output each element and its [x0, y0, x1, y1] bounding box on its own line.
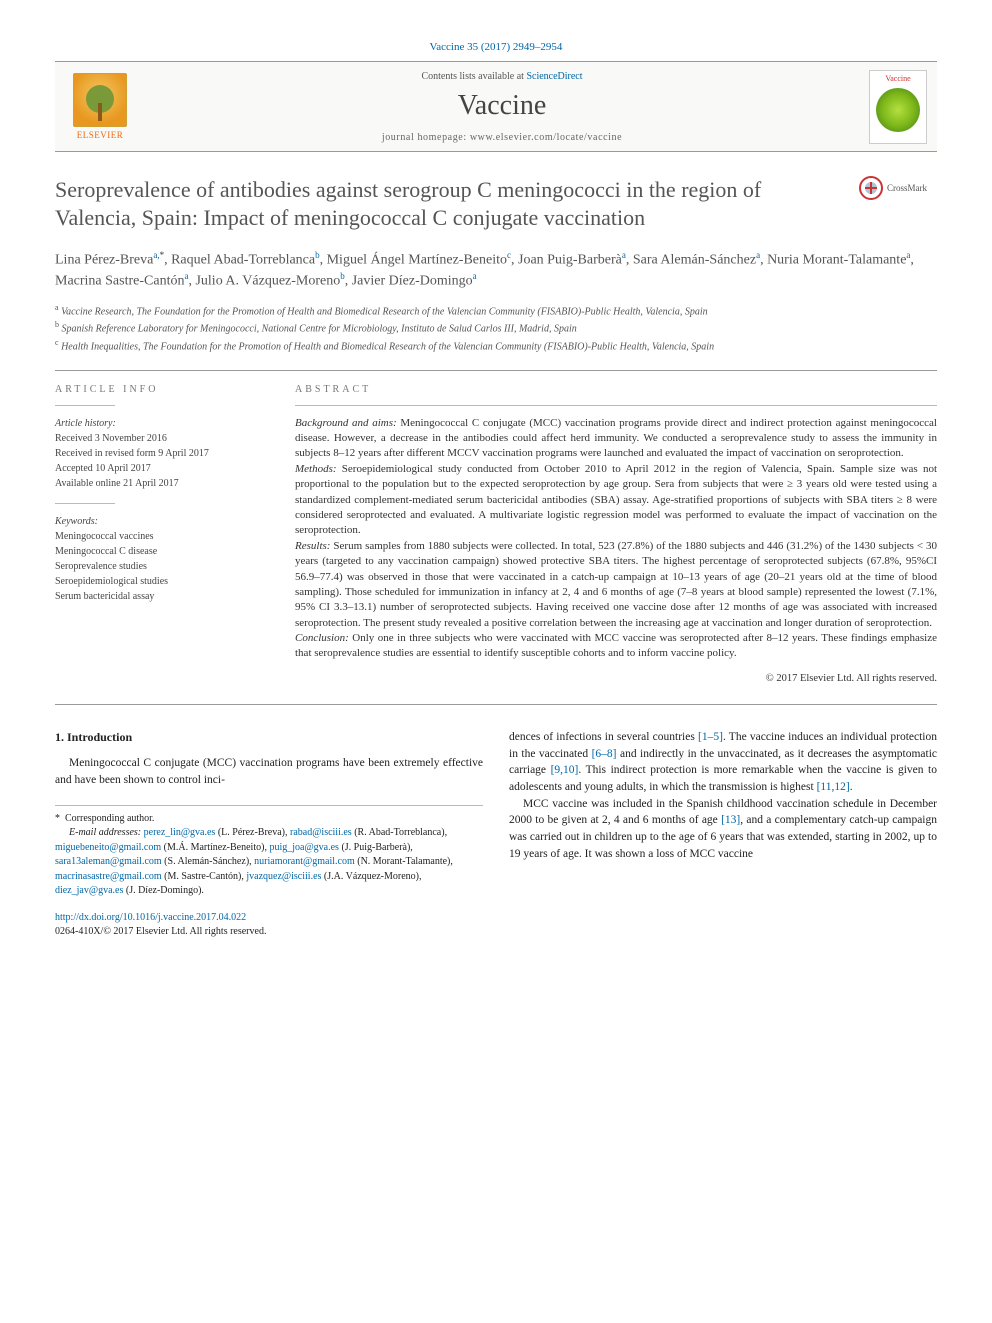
- t: .: [850, 781, 853, 793]
- journal-reference: Vaccine 35 (2017) 2949–2954: [55, 40, 937, 55]
- email-link[interactable]: sara13aleman@gmail.com: [55, 856, 162, 867]
- article-history: Article history: Received 3 November 201…: [55, 416, 265, 491]
- elsevier-logo: ELSEVIER: [65, 73, 135, 141]
- contents-prefix: Contents lists available at: [421, 71, 526, 82]
- section-heading-intro: 1. Introduction: [55, 729, 483, 745]
- abstract-bg-label: Background and aims:: [295, 417, 397, 429]
- homepage-url: www.elsevier.com/locate/vaccine: [470, 132, 622, 143]
- citation-link[interactable]: [13]: [721, 814, 740, 826]
- citation-link[interactable]: [11,12]: [817, 781, 850, 793]
- citation-link[interactable]: [1–5]: [698, 731, 723, 743]
- email-link[interactable]: rabad@isciii.es: [290, 827, 352, 838]
- crossmark-badge[interactable]: CrossMark: [859, 176, 937, 200]
- journal-cover-thumb: Vaccine: [869, 70, 927, 144]
- elsevier-tree-icon: [73, 73, 127, 127]
- abstract-conclusion: Only one in three subjects who were vacc…: [295, 632, 937, 659]
- doi-link[interactable]: http://dx.doi.org/10.1016/j.vaccine.2017…: [55, 912, 246, 923]
- abstract-conclusion-label: Conclusion:: [295, 632, 349, 644]
- journal-homepage: journal homepage: www.elsevier.com/locat…: [135, 131, 869, 145]
- article-title: Seroprevalence of antibodies against ser…: [55, 176, 859, 233]
- doi-block: http://dx.doi.org/10.1016/j.vaccine.2017…: [55, 911, 483, 939]
- issn-line: 0264-410X/© 2017 Elsevier Ltd. All right…: [55, 926, 266, 937]
- keywords-label: Keywords:: [55, 516, 98, 527]
- abstract-results-label: Results:: [295, 540, 330, 552]
- history-label: Article history:: [55, 418, 116, 429]
- abstract-results: Serum samples from 1880 subjects were co…: [295, 540, 937, 629]
- cover-label: Vaccine: [885, 74, 910, 85]
- article-info-heading: ARTICLE INFO: [55, 383, 265, 397]
- homepage-prefix: journal homepage:: [382, 132, 470, 143]
- affiliations: a Vaccine Research, The Foundation for t…: [55, 302, 937, 354]
- contents-line: Contents lists available at ScienceDirec…: [135, 70, 869, 84]
- cover-image-icon: [876, 88, 920, 132]
- email-link[interactable]: diez_jav@gva.es: [55, 885, 123, 896]
- abstract-methods: Seroepidemiological study conducted from…: [295, 463, 937, 537]
- abstract-methods-label: Methods:: [295, 463, 337, 475]
- footnotes: *Corresponding author. E-mail addresses:…: [55, 805, 483, 899]
- email-link[interactable]: puig_joa@gva.es: [269, 842, 338, 853]
- crossmark-icon: [859, 176, 883, 200]
- abstract-copyright: © 2017 Elsevier Ltd. All rights reserved…: [295, 672, 937, 686]
- intro-para-2: dences of infections in several countrie…: [509, 729, 937, 796]
- divider: [55, 704, 937, 705]
- abstract-heading: ABSTRACT: [295, 383, 937, 397]
- email-link[interactable]: perez_lin@gva.es: [144, 827, 216, 838]
- divider: [55, 370, 937, 371]
- short-rule: [295, 405, 937, 406]
- citation-link[interactable]: [6–8]: [592, 748, 617, 760]
- short-rule: [55, 503, 115, 504]
- crossmark-label: CrossMark: [887, 182, 927, 194]
- abstract-body: Background and aims: Meningococcal C con…: [295, 416, 937, 662]
- journal-header: ELSEVIER Contents lists available at Sci…: [55, 61, 937, 152]
- email-link[interactable]: miguebeneito@gmail.com: [55, 842, 161, 853]
- corresponding-author: Corresponding author.: [65, 813, 154, 824]
- email-link[interactable]: jvazquez@isciii.es: [246, 871, 321, 882]
- elsevier-label: ELSEVIER: [77, 129, 124, 141]
- keywords-block: Keywords: Meningococcal vaccinesMeningoc…: [55, 514, 265, 604]
- intro-para-3: MCC vaccine was included in the Spanish …: [509, 796, 937, 863]
- journal-name: Vaccine: [135, 87, 869, 125]
- t: dences of infections in several countrie…: [509, 731, 698, 743]
- citation-link[interactable]: [9,10]: [551, 764, 579, 776]
- intro-para-1: Meningococcal C conjugate (MCC) vaccinat…: [55, 755, 483, 788]
- sciencedirect-link[interactable]: ScienceDirect: [526, 71, 582, 82]
- authors-list: Lina Pérez-Brevaa,*, Raquel Abad-Torrebl…: [55, 249, 937, 292]
- email-link[interactable]: macrinasastre@gmail.com: [55, 871, 162, 882]
- emails-label: E-mail addresses:: [69, 827, 141, 838]
- email-link[interactable]: nuriamorant@gmail.com: [254, 856, 355, 867]
- short-rule: [55, 405, 115, 406]
